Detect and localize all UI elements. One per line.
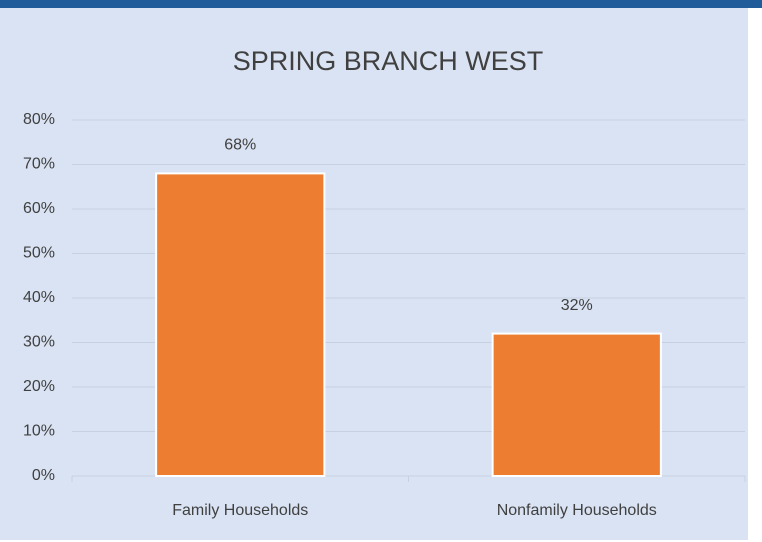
header-bar: [0, 0, 762, 8]
y-tick-label: 70%: [23, 156, 55, 173]
data-label: 68%: [224, 137, 256, 154]
bar: [491, 332, 662, 477]
y-tick-label: 20%: [23, 378, 55, 395]
y-tick-label: 30%: [23, 334, 55, 351]
x-tick-label: Nonfamily Households: [497, 502, 657, 519]
bar: [155, 172, 326, 477]
y-tick-label: 80%: [23, 111, 55, 128]
chart-title: SPRING BRANCH WEST: [233, 46, 544, 76]
x-tick-label: Family Households: [172, 502, 308, 519]
y-tick-label: 10%: [23, 423, 55, 440]
y-tick-label: 40%: [23, 289, 55, 306]
y-tick-label: 50%: [23, 245, 55, 262]
y-tick-label: 0%: [32, 467, 55, 484]
data-label: 32%: [561, 297, 593, 314]
y-tick-label: 60%: [23, 200, 55, 217]
